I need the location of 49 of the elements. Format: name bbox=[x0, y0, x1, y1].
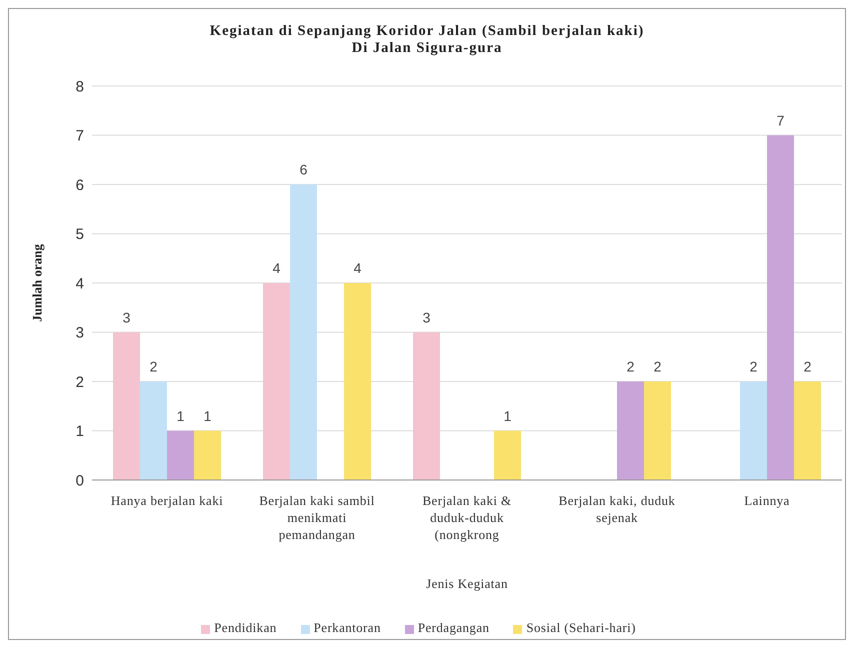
data-label: 4 bbox=[272, 260, 281, 276]
x-tick-label: Lainnya bbox=[744, 493, 790, 508]
bar bbox=[194, 430, 221, 480]
y-tick-label: 1 bbox=[76, 423, 84, 440]
bar bbox=[740, 382, 767, 480]
data-label: 2 bbox=[150, 358, 158, 374]
bar bbox=[263, 283, 290, 480]
legend-label: Sosial (Sehari-hari) bbox=[526, 620, 636, 635]
bar bbox=[140, 382, 167, 480]
bar bbox=[113, 332, 140, 480]
y-tick-label: 3 bbox=[76, 324, 84, 342]
data-label: 1 bbox=[504, 408, 512, 424]
bar bbox=[344, 283, 371, 480]
x-tick-label: Berjalan kaki sambil menikmati pemandangan bbox=[259, 493, 375, 542]
y-tick-label: 7 bbox=[76, 128, 84, 145]
x-axis-title: Jenis Kegiatan bbox=[426, 576, 508, 591]
bar bbox=[617, 382, 644, 480]
legend-label: Pendidikan bbox=[214, 620, 277, 635]
y-tick-label: 8 bbox=[76, 78, 84, 96]
chart-title: Kegiatan di Sepanjang Koridor Jalan (Sambil berjalan kaki) Di Jalan Sigura-gura bbox=[208, 23, 646, 57]
bar bbox=[413, 332, 440, 480]
bar bbox=[767, 135, 794, 480]
y-tick-label: 6 bbox=[76, 176, 84, 194]
y-tick-label: 0 bbox=[76, 472, 84, 490]
data-label: 2 bbox=[804, 358, 812, 374]
data-label: 6 bbox=[300, 162, 308, 178]
data-label: 2 bbox=[750, 358, 758, 374]
legend-label: Perkantoran bbox=[314, 620, 381, 635]
y-tick-label: 2 bbox=[76, 374, 84, 391]
data-label: 7 bbox=[776, 112, 785, 128]
bar bbox=[644, 382, 671, 480]
y-tick-label: 4 bbox=[76, 275, 84, 292]
x-tick-label: Hanya berjalan kaki bbox=[110, 493, 224, 508]
bar bbox=[794, 382, 821, 480]
x-tick-label: Berjalan kaki, duduk sejenak bbox=[558, 493, 676, 526]
data-label: 2 bbox=[654, 358, 662, 374]
data-label: 1 bbox=[176, 408, 185, 424]
data-label: 3 bbox=[422, 309, 431, 326]
y-axis-title: Jumlah orang bbox=[30, 244, 45, 322]
data-label: 4 bbox=[354, 260, 362, 276]
legend-label: Perdagangan bbox=[418, 620, 490, 635]
data-label: 3 bbox=[122, 309, 131, 326]
data-label: 1 bbox=[204, 408, 212, 424]
y-tick-label: 5 bbox=[76, 226, 84, 244]
x-tick-label: Berjalan kaki & duduk-duduk (nongkrong bbox=[422, 493, 512, 542]
bar bbox=[494, 430, 521, 480]
bar bbox=[167, 430, 194, 480]
data-label: 2 bbox=[626, 358, 635, 374]
bar bbox=[290, 184, 317, 480]
